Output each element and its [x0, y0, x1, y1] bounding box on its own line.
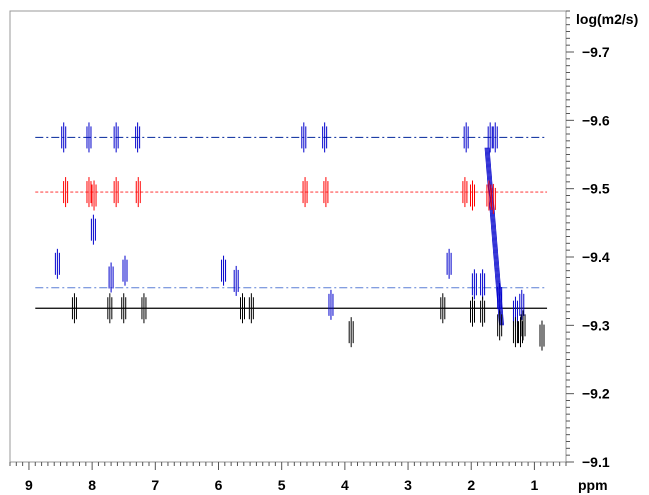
- y-tick-label: −9.1: [582, 454, 610, 470]
- peak-2-4: [240, 293, 246, 324]
- diagonal-trace-line: [486, 147, 502, 326]
- peak-2-10: [497, 310, 503, 341]
- diagonal-trace-line: [484, 147, 500, 326]
- peak-2-2: [121, 293, 127, 324]
- x-axis: 9 8 7 6 5 4 3 2 1: [9, 462, 567, 493]
- peak-1-5: [302, 177, 308, 208]
- peak-0-18: [480, 269, 486, 300]
- diagonal-trace-line: [487, 147, 503, 326]
- x-tick-label: 1: [531, 477, 539, 493]
- x-axis-label: ppm: [578, 477, 608, 493]
- peak-0-7: [487, 122, 493, 153]
- peak-0-17: [471, 269, 477, 300]
- x-tick-label: 2: [467, 477, 475, 493]
- peak-0-8: [492, 122, 498, 153]
- y-axis-label: log(m2/s): [576, 11, 638, 27]
- peak-2-14: [539, 320, 545, 351]
- peak-2-6: [348, 317, 354, 348]
- peak-0-15: [328, 289, 334, 320]
- peak-0-0: [61, 122, 67, 153]
- y-tick-label: −9.2: [582, 386, 610, 402]
- peak-1-10: [490, 183, 496, 214]
- peak-2-3: [141, 293, 147, 324]
- peak-2-12: [518, 317, 524, 348]
- y-tick-label: −9.4: [582, 249, 610, 265]
- x-tick-label: 4: [341, 477, 349, 493]
- peak-0-4: [301, 122, 307, 153]
- y-tick-label: −9.5: [582, 181, 610, 197]
- peak-2-11: [512, 317, 518, 348]
- peak-1-2: [91, 180, 97, 211]
- peak-0-9: [90, 214, 96, 245]
- peak-0-6: [463, 122, 469, 153]
- x-tick-label: 9: [25, 477, 33, 493]
- peak-0-21: [519, 289, 525, 320]
- peak-2-13: [520, 310, 526, 341]
- peak-1-0: [63, 177, 69, 208]
- peak-1-6: [323, 177, 329, 208]
- data-marks: [54, 122, 545, 351]
- peak-2-7: [440, 293, 446, 324]
- peak-0-3: [135, 122, 141, 153]
- diagonal-trace: [484, 147, 504, 326]
- peak-0-12: [122, 255, 128, 286]
- peak-0-16: [446, 248, 452, 279]
- peak-0-10: [54, 248, 60, 279]
- y-tick-label: −9.7: [582, 44, 610, 60]
- peak-0-14: [233, 265, 239, 296]
- diagonal-trace-line: [485, 147, 501, 326]
- x-tick-label: 8: [88, 477, 96, 493]
- diagonal-trace-line: [488, 147, 504, 326]
- x-tick-label: 3: [404, 477, 412, 493]
- peak-0-13: [221, 255, 227, 286]
- peak-1-3: [113, 177, 119, 208]
- x-tick-label: 7: [151, 477, 159, 493]
- peak-2-0: [71, 293, 77, 324]
- peak-2-9: [480, 296, 486, 327]
- y-tick-label: −9.3: [582, 317, 610, 333]
- peak-0-11: [108, 262, 114, 293]
- peak-2-5: [248, 293, 254, 324]
- peak-1-4: [135, 177, 141, 208]
- x-tick-label: 6: [215, 477, 223, 493]
- peak-0-5: [322, 122, 328, 153]
- y-tick-label: −9.6: [582, 112, 610, 128]
- peak-2-8: [469, 296, 475, 327]
- x-tick-label: 5: [278, 477, 286, 493]
- peak-2-1: [107, 293, 113, 324]
- peak-0-1: [86, 122, 92, 153]
- reference-lines: [35, 136, 548, 309]
- peak-0-19: [497, 283, 503, 313]
- peak-1-7: [462, 177, 468, 208]
- peak-1-1: [86, 177, 92, 208]
- y-axis: −9.7 −9.6 −9.5 −9.4 −9.3 −9.2 −9.1: [566, 10, 610, 470]
- peak-1-8: [469, 180, 475, 211]
- peak-0-2: [113, 122, 119, 153]
